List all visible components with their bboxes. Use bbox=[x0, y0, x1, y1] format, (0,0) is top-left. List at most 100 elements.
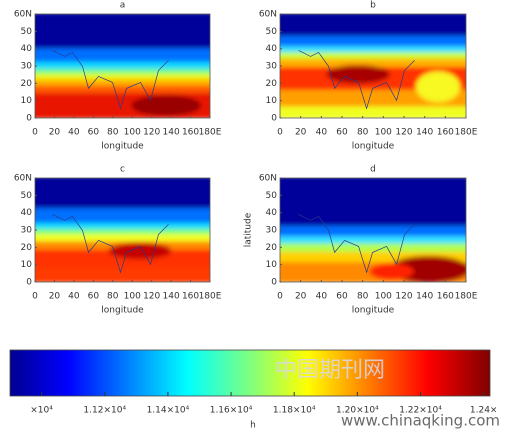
x-tick-label: 80 bbox=[357, 128, 369, 138]
x-tick-label: 40 bbox=[316, 292, 328, 302]
colorbar-tick-label: 1.24× bbox=[470, 406, 498, 416]
panel-title: c bbox=[120, 165, 125, 175]
x-tick-label: 0 bbox=[32, 292, 38, 302]
x-tick-label: 160 bbox=[437, 128, 454, 138]
x-axis-label: longitude bbox=[101, 142, 144, 152]
y-tick-label: 30 bbox=[21, 62, 33, 72]
blurred bbox=[280, 14, 466, 118]
field bbox=[280, 178, 466, 282]
x-tick-label: 140 bbox=[416, 128, 433, 138]
x-tick-label: 0 bbox=[32, 128, 38, 138]
x-tick-label: 120 bbox=[143, 128, 160, 138]
y-tick-label: 60N bbox=[259, 10, 277, 20]
y-tick-label: 40 bbox=[21, 208, 33, 218]
blurred bbox=[35, 14, 210, 118]
color-band bbox=[280, 56, 466, 67]
color-band bbox=[35, 232, 210, 242]
y-tick-label: 40 bbox=[266, 208, 278, 218]
color-band bbox=[280, 50, 466, 59]
y-tick-label: 60N bbox=[259, 174, 277, 184]
colorbar-tick-label: 1.22×10⁴ bbox=[399, 406, 442, 416]
panel-title: d bbox=[370, 165, 376, 175]
colorbar-tick-label: 1.12×10⁴ bbox=[83, 406, 126, 416]
x-tick-label: 180E bbox=[455, 292, 478, 302]
y-tick-label: 50 bbox=[266, 191, 278, 201]
y-tick-label: 0 bbox=[271, 114, 277, 124]
x-axis-label: longitude bbox=[352, 306, 395, 316]
field bbox=[280, 14, 466, 118]
color-band bbox=[280, 33, 466, 47]
x-tick-label: 60 bbox=[336, 128, 348, 138]
x-tick-label: 120 bbox=[143, 292, 160, 302]
color-band bbox=[35, 226, 210, 235]
x-tick-label: 160 bbox=[182, 292, 199, 302]
y-tick-label: 0 bbox=[26, 114, 32, 124]
x-tick-label: 60 bbox=[88, 292, 100, 302]
x-tick-label: 180E bbox=[199, 292, 222, 302]
x-tick-label: 180E bbox=[455, 128, 478, 138]
color-band bbox=[280, 178, 466, 226]
x-tick-label: 0 bbox=[277, 292, 283, 302]
x-tick-label: 120 bbox=[395, 292, 412, 302]
y-tick-label: 30 bbox=[266, 226, 278, 236]
color-band bbox=[280, 241, 466, 252]
y-tick-label: 30 bbox=[21, 226, 33, 236]
y-tick-label: 10 bbox=[21, 96, 33, 106]
y-tick-label: 50 bbox=[21, 27, 33, 37]
y-tick-label: 40 bbox=[21, 44, 33, 54]
coastline bbox=[52, 214, 169, 274]
x-tick-label: 140 bbox=[163, 128, 180, 138]
y-tick-label: 40 bbox=[266, 44, 278, 54]
x-tick-label: 120 bbox=[395, 128, 412, 138]
x-tick-label: 160 bbox=[437, 292, 454, 302]
y-tick-label: 50 bbox=[266, 27, 278, 37]
panel-title: a bbox=[120, 1, 126, 11]
y-tick-label: 0 bbox=[26, 278, 32, 288]
coastline bbox=[298, 50, 415, 110]
x-tick-label: 80 bbox=[107, 292, 119, 302]
colorbar-label: h bbox=[250, 421, 256, 430]
coastline bbox=[52, 50, 169, 110]
y-tick-label: 10 bbox=[21, 260, 33, 270]
color-band bbox=[35, 46, 210, 62]
panel-title: b bbox=[370, 1, 376, 11]
color-band bbox=[35, 220, 210, 229]
color-band bbox=[35, 206, 210, 223]
x-tick-label: 40 bbox=[316, 128, 328, 138]
field bbox=[35, 14, 210, 118]
y-tick-label: 60N bbox=[14, 10, 32, 20]
y-tick-label: 10 bbox=[266, 260, 278, 270]
x-tick-label: 100 bbox=[124, 128, 141, 138]
x-tick-label: 180E bbox=[199, 128, 222, 138]
x-tick-label: 140 bbox=[163, 292, 180, 302]
color-band bbox=[35, 72, 210, 80]
colorbar-tick-label: 1.14×10⁴ bbox=[147, 406, 190, 416]
field bbox=[35, 178, 210, 282]
y-tick-label: 0 bbox=[271, 278, 277, 288]
coastline bbox=[298, 214, 415, 274]
x-tick-label: 20 bbox=[49, 128, 61, 138]
watermark-url: www.chinaqking.com bbox=[341, 412, 500, 430]
y-tick-label: 20 bbox=[21, 243, 33, 253]
colorbar-tick-label: 1.20×10⁴ bbox=[336, 406, 379, 416]
y-tick-label: 20 bbox=[21, 79, 33, 89]
x-tick-label: 80 bbox=[107, 128, 119, 138]
x-axis-label: longitude bbox=[352, 142, 395, 152]
color-core bbox=[369, 263, 414, 280]
x-tick-label: 40 bbox=[68, 292, 80, 302]
map-field bbox=[280, 14, 466, 118]
map-field bbox=[280, 178, 466, 282]
y-tick-label: 50 bbox=[21, 191, 33, 201]
x-tick-label: 20 bbox=[295, 292, 307, 302]
colorbar-tick-label: 1.18×10⁴ bbox=[273, 406, 316, 416]
x-tick-label: 100 bbox=[124, 292, 141, 302]
color-core bbox=[326, 64, 390, 84]
colorbar bbox=[9, 349, 491, 397]
x-tick-label: 160 bbox=[182, 128, 199, 138]
color-band bbox=[35, 14, 210, 49]
y-axis-label: latitude bbox=[244, 212, 254, 247]
x-tick-label: 20 bbox=[295, 128, 307, 138]
x-tick-label: 60 bbox=[88, 128, 100, 138]
color-core bbox=[131, 95, 202, 116]
